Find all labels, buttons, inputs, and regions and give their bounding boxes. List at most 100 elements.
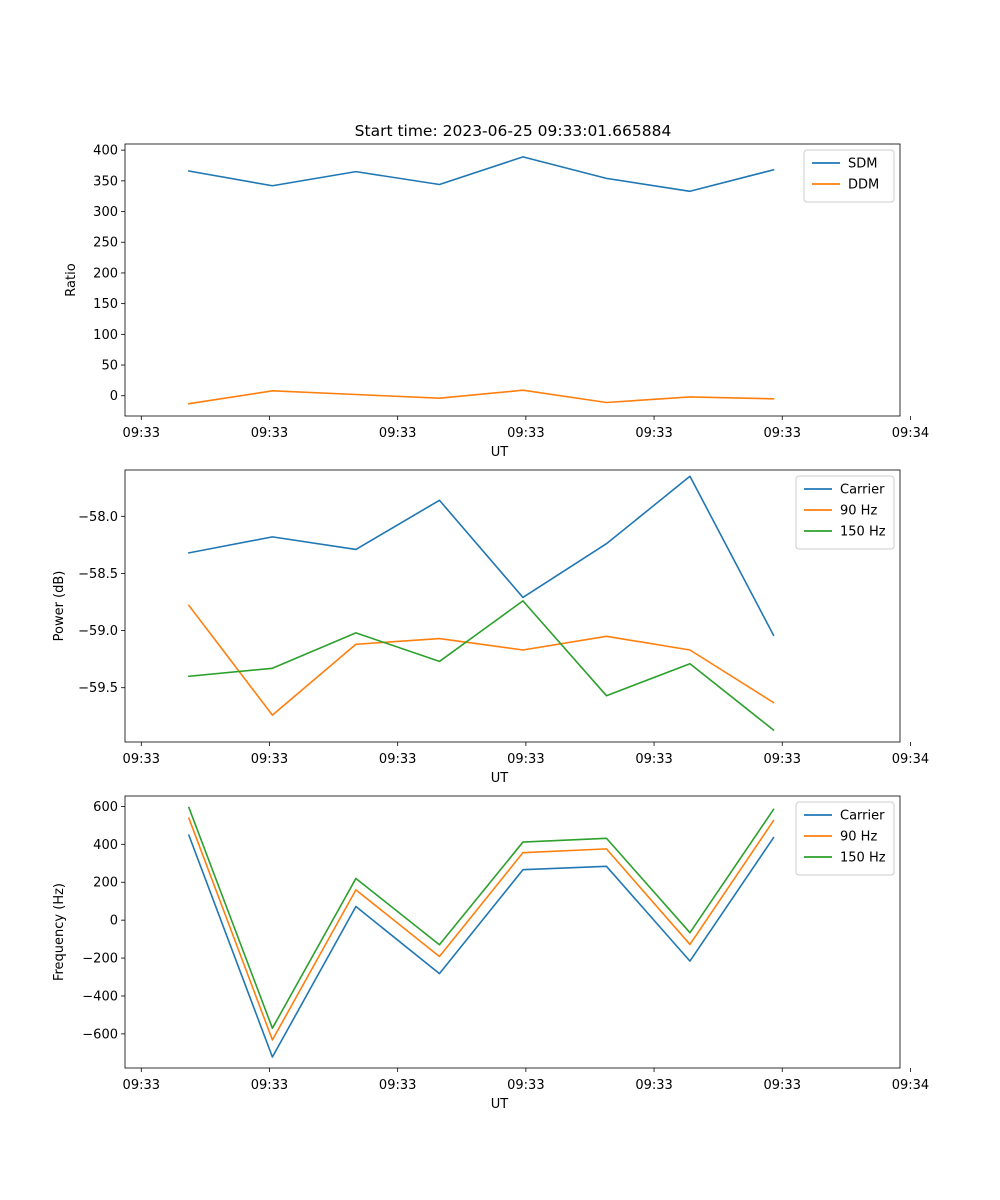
data-point xyxy=(604,694,608,698)
legend-label: 90 Hz xyxy=(840,830,877,845)
data-point xyxy=(604,634,608,638)
series-line-90-hz xyxy=(187,817,775,1041)
x-tick-label: 09:33 xyxy=(379,1078,416,1093)
legend: Carrier 90 Hz 150 Hz xyxy=(795,475,895,550)
data-point xyxy=(771,836,775,840)
x-tick-label: 09:33 xyxy=(251,426,288,441)
frequency-panel: 600 400 200 0 −200 −400 −600 09:33 09:33 09:33 09:… xyxy=(52,795,929,1112)
x-tick-label: 09:33 xyxy=(251,1078,288,1093)
data-point xyxy=(688,662,692,666)
data-point xyxy=(688,942,692,946)
x-tick-label: 09:33 xyxy=(764,752,801,767)
data-point xyxy=(604,836,608,840)
x-tick-label: 09:33 xyxy=(123,752,160,767)
x-tick-label: 09:33 xyxy=(251,752,288,767)
x-axis-label: UT xyxy=(491,1097,509,1112)
series-line-150-hz xyxy=(188,600,775,732)
data-point xyxy=(521,868,525,872)
x-tick-label: 09:33 xyxy=(507,752,544,767)
data-point xyxy=(187,402,191,406)
series-line-90-hz xyxy=(187,604,775,716)
data-point xyxy=(187,603,191,607)
y-tick-label: −600 xyxy=(82,1027,118,1042)
data-point xyxy=(270,389,274,393)
data-point xyxy=(604,847,608,851)
legend-label: SDM xyxy=(848,157,877,172)
y-tick-label: 250 xyxy=(93,236,118,251)
legend-label: Carrier xyxy=(840,809,885,824)
x-tick-label: 09:33 xyxy=(764,426,801,441)
data-point xyxy=(270,1038,274,1042)
data-point xyxy=(604,864,608,868)
data-point xyxy=(688,189,692,193)
x-tick-label: 09:33 xyxy=(507,1078,544,1093)
y-tick-label: −200 xyxy=(82,952,118,967)
data-point xyxy=(604,400,608,404)
data-point xyxy=(270,713,274,717)
series-line-carrier xyxy=(187,475,775,637)
series-line-150-hz xyxy=(187,806,775,1029)
data-point xyxy=(187,833,191,837)
data-point xyxy=(771,633,775,637)
y-tick-label: 200 xyxy=(93,266,118,281)
y-tick-label: 300 xyxy=(93,205,118,220)
y-tick-label: 400 xyxy=(93,144,118,159)
data-point xyxy=(354,876,358,880)
y-tick-label: 50 xyxy=(101,359,118,374)
data-point xyxy=(437,954,441,958)
data-point xyxy=(771,818,775,822)
data-point xyxy=(604,176,608,180)
y-tick-label: −59.0 xyxy=(78,624,118,639)
data-point xyxy=(771,728,775,732)
y-tick-label: 150 xyxy=(93,297,118,312)
data-point xyxy=(521,155,525,159)
data-point xyxy=(521,648,525,652)
legend: SDM DDM xyxy=(803,149,895,203)
plot-frame xyxy=(124,795,901,1069)
plot-frame xyxy=(124,469,901,743)
data-point xyxy=(771,807,775,811)
x-tick-label: 09:34 xyxy=(892,752,929,767)
data-point xyxy=(437,396,441,400)
legend: Carrier 90 Hz 150 Hz xyxy=(795,801,895,876)
x-tick-label: 09:33 xyxy=(507,426,544,441)
data-point xyxy=(521,840,525,844)
data-point xyxy=(688,930,692,934)
data-point xyxy=(437,182,441,186)
data-point xyxy=(688,959,692,963)
power-panel: −58.0 −58.5 −59.0 −59.5 09:33 09:33 09:33 09:33… xyxy=(52,469,929,786)
data-point xyxy=(437,636,441,640)
y-tick-label: −59.5 xyxy=(78,681,118,696)
data-point xyxy=(354,392,358,396)
series-line-carrier xyxy=(187,834,775,1058)
x-tick-label: 09:33 xyxy=(379,426,416,441)
data-point xyxy=(437,971,441,975)
series-line-sdm xyxy=(187,156,775,193)
data-point xyxy=(187,169,191,173)
data-point xyxy=(521,850,525,854)
plot-frame xyxy=(124,143,901,417)
data-point xyxy=(187,551,191,555)
data-point xyxy=(270,666,274,670)
data-point xyxy=(354,169,358,173)
y-tick-label: 200 xyxy=(93,876,118,891)
x-tick-label: 09:33 xyxy=(635,426,672,441)
legend-label: 150 Hz xyxy=(840,851,886,866)
y-tick-label: 350 xyxy=(93,174,118,189)
y-tick-label: 100 xyxy=(93,328,118,343)
data-point xyxy=(354,904,358,908)
series-line-ddm xyxy=(187,389,775,405)
y-tick-label: −400 xyxy=(82,989,118,1004)
data-point xyxy=(688,395,692,399)
data-point xyxy=(771,168,775,172)
y-axis-label: Frequency (Hz) xyxy=(52,883,67,981)
x-tick-label: 09:33 xyxy=(635,1078,672,1093)
x-tick-label: 09:33 xyxy=(123,426,160,441)
legend-label: DDM xyxy=(848,178,879,193)
y-axis-label: Power (dB) xyxy=(52,571,67,642)
y-tick-label: 400 xyxy=(93,838,118,853)
data-point xyxy=(187,816,191,820)
y-tick-label: 0 xyxy=(110,914,118,929)
data-point xyxy=(771,700,775,704)
